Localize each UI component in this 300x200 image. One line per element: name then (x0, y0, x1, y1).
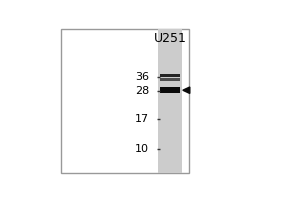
Bar (160, 87, 180, 93)
Bar (160, 74, 180, 77)
Polygon shape (183, 87, 190, 93)
Bar (160, 78, 180, 81)
Text: 17: 17 (135, 114, 149, 124)
Text: 28: 28 (135, 86, 149, 96)
Text: 10: 10 (135, 144, 149, 154)
Bar (158, 29, 182, 173)
Text: U251: U251 (154, 32, 187, 45)
Bar (61, 29, 189, 173)
Text: 36: 36 (135, 72, 149, 82)
